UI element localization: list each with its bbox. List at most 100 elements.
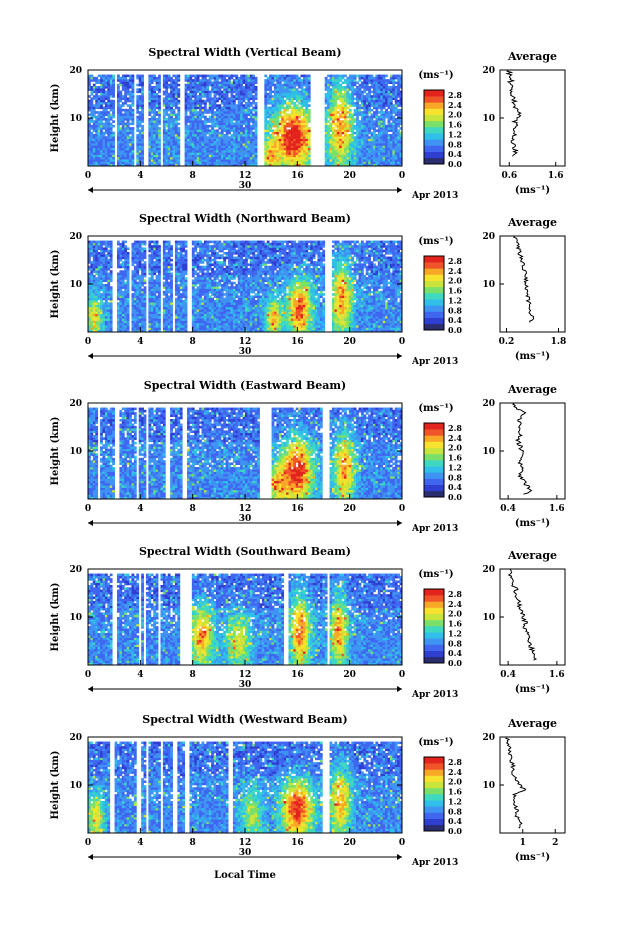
heatmap-cell <box>247 145 250 148</box>
heatmap-cell <box>344 145 347 148</box>
heatmap-cell <box>124 97 127 100</box>
heatmap-cell <box>385 102 388 105</box>
heatmap-cell <box>276 111 279 114</box>
heatmap-cell <box>388 141 391 144</box>
heatmap-cell <box>221 86 224 89</box>
heatmap-cell <box>332 113 335 116</box>
heatmap-cell <box>218 120 221 123</box>
heatmap-cell <box>245 150 248 153</box>
heatmap-cell <box>110 88 113 91</box>
heatmap-cell <box>93 266 96 269</box>
heatmap-cell <box>356 116 359 119</box>
heatmap-cell <box>165 136 168 139</box>
heatmap-cell <box>361 75 364 78</box>
heatmap-cell <box>301 111 304 114</box>
heatmap-cell <box>279 120 282 123</box>
heatmap-cell <box>204 139 207 142</box>
heatmap-cell <box>388 104 391 107</box>
heatmap-cell <box>375 109 378 112</box>
heatmap-cell <box>305 84 308 87</box>
heatmap-cell <box>279 84 282 87</box>
heatmap-cell <box>288 93 291 96</box>
heatmap-cell <box>107 150 110 153</box>
heatmap-cell <box>141 152 144 155</box>
heatmap-cell <box>124 77 127 80</box>
heatmap-cell <box>264 75 267 78</box>
heatmap-cell <box>197 129 200 132</box>
heatmap-cell <box>264 127 267 130</box>
heatmap-cell <box>330 109 333 112</box>
heatmap-cell <box>284 95 287 98</box>
heatmap-cell <box>107 161 110 164</box>
heatmap-cell <box>124 268 127 271</box>
heatmap-cell <box>110 145 113 148</box>
heatmap-cell <box>286 136 289 139</box>
heatmap-cell <box>342 86 345 89</box>
heatmap-cell <box>276 141 279 144</box>
heatmap-cell <box>100 307 103 310</box>
heatmap-cell <box>139 84 142 87</box>
heatmap-cell <box>397 125 400 128</box>
heatmap-cell <box>148 139 151 142</box>
heatmap-cell <box>274 136 277 139</box>
heatmap-cell <box>216 77 219 80</box>
heatmap-cell <box>264 88 267 91</box>
heatmap-cell <box>264 102 267 105</box>
heatmap-cell <box>366 75 369 78</box>
heatmap-cell <box>112 100 115 103</box>
heatmap-cell <box>351 123 354 126</box>
heatmap-cell <box>344 109 347 112</box>
heatmap-cell <box>334 132 337 135</box>
heatmap-cell <box>276 84 279 87</box>
heatmap-cell <box>305 125 308 128</box>
heatmap-cell <box>136 148 139 151</box>
heatmap-cell <box>209 120 212 123</box>
heatmap-cell <box>371 134 374 137</box>
heatmap-cell <box>291 88 294 91</box>
heatmap-cell <box>228 132 231 135</box>
heatmap-cell <box>93 277 96 280</box>
heatmap-cell <box>211 118 214 121</box>
heatmap-cell <box>204 84 207 87</box>
heatmap-cell <box>151 141 154 144</box>
heatmap-cell <box>148 125 151 128</box>
heatmap-cell <box>346 100 349 103</box>
heatmap-cell <box>127 277 130 280</box>
heatmap-cell <box>375 152 378 155</box>
heatmap-cell <box>189 136 192 139</box>
heatmap-cell <box>122 305 125 308</box>
heatmap-cell <box>250 150 253 153</box>
heatmap-cell <box>351 132 354 135</box>
heatmap-cell <box>122 134 125 137</box>
heatmap-cell <box>165 132 168 135</box>
heatmap-cell <box>238 161 241 164</box>
heatmap-cell <box>168 100 171 103</box>
heatmap-cell <box>90 302 93 305</box>
heatmap-cell <box>192 157 195 160</box>
heatmap-cell <box>177 100 180 103</box>
heatmap-cell <box>301 152 304 155</box>
heatmap-cell <box>136 161 139 164</box>
heatmap-cell <box>175 104 178 107</box>
heatmap-cell <box>267 155 270 158</box>
heatmap-cell <box>127 323 130 326</box>
heatmap-cell <box>378 129 381 132</box>
heatmap-cell <box>284 77 287 80</box>
heatmap-cell <box>211 109 214 112</box>
heatmap-cell <box>110 243 113 246</box>
heatmap-cell <box>231 134 234 137</box>
heatmap-cell <box>288 155 291 158</box>
heatmap-cell <box>235 120 238 123</box>
heatmap-cell <box>245 132 248 135</box>
heatmap-cell <box>112 141 115 144</box>
heatmap-cell <box>148 93 151 96</box>
heatmap-cell <box>395 152 398 155</box>
heatmap-cell <box>279 136 282 139</box>
heatmap-cell <box>192 95 195 98</box>
heatmap-cell <box>98 305 101 308</box>
heatmap-cell <box>173 100 176 103</box>
heatmap-cell <box>378 139 381 142</box>
heatmap-cell <box>303 148 306 151</box>
heatmap-cell <box>158 136 161 139</box>
heatmap-cell <box>334 113 337 116</box>
